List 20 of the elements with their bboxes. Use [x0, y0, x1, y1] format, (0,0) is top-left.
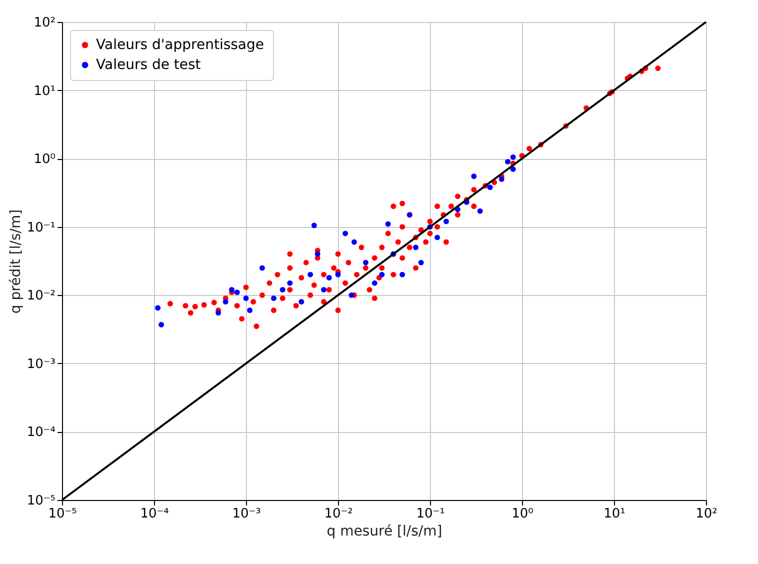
legend-label: Valeurs d'apprentissage: [96, 37, 264, 53]
x-tick-label: 10⁰: [512, 506, 534, 522]
y-tick-label: 10⁻²: [26, 288, 56, 304]
x-axis-title: q mesuré [l/s/m]: [326, 524, 442, 540]
x-tick-label: 10¹: [604, 506, 626, 522]
x-tick-label: 10²: [696, 506, 718, 522]
x-tick-label: 10⁻³: [232, 506, 261, 522]
x-tick-label: 10⁻²: [324, 506, 353, 522]
y-tick-label: 10¹: [34, 84, 56, 99]
x-tick-label: 10⁻⁴: [140, 506, 169, 522]
x-tick-label: 10⁻⁵: [48, 506, 77, 522]
y-tick-label: 10⁻⁵: [26, 494, 56, 508]
x-tick-label: 10⁻¹: [416, 506, 445, 522]
y-tick-label: 10⁰: [34, 152, 56, 168]
legend-label: Valeurs de test: [96, 57, 202, 73]
y-tick-label: 10²: [34, 16, 56, 30]
y-tick-label: 10⁻³: [26, 356, 56, 372]
y-tick-label: 10⁻¹: [26, 220, 56, 236]
y-axis-title: q prédit [l/s/m]: [8, 209, 24, 314]
y-tick-label: 10⁻⁴: [26, 425, 56, 440]
